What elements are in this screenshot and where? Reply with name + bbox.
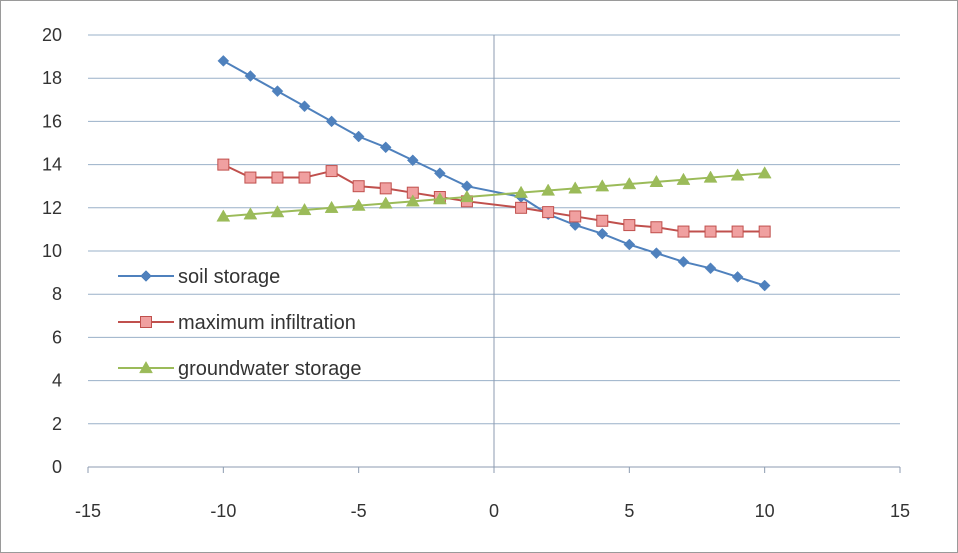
legend-marker-0 [140, 270, 152, 282]
data-point-s1-14 [623, 219, 636, 232]
data-point-s2-13 [595, 179, 610, 192]
y-tick-label-14: 14 [42, 155, 62, 175]
data-point-s2-14 [622, 177, 637, 190]
x-tick-label-15: 15 [890, 501, 910, 521]
data-point-s1-5 [352, 180, 365, 193]
data-point-s0-14 [623, 238, 636, 251]
x-tick-label-10: 10 [755, 501, 775, 521]
data-point-s2-0 [216, 209, 231, 222]
data-point-s1-18 [731, 225, 744, 238]
x-tick-label-5: 5 [624, 501, 634, 521]
data-point-s0-18 [731, 271, 744, 283]
data-point-s1-19 [758, 225, 771, 238]
data-point-s0-2 [271, 85, 284, 98]
y-tick-label-4: 4 [52, 371, 62, 391]
data-point-s0-0 [217, 55, 230, 67]
data-point-s2-2 [270, 205, 285, 218]
y-tick-label-18: 18 [42, 68, 62, 88]
data-point-s0-16 [677, 255, 690, 268]
data-point-s2-10 [514, 185, 528, 198]
data-point-s0-17 [704, 262, 717, 275]
y-tick-label-2: 2 [52, 414, 62, 434]
legend-marker-1 [140, 316, 152, 328]
data-point-s2-1 [243, 207, 258, 220]
legend-label-2: groundwater storage [178, 358, 361, 380]
data-point-s2-15 [649, 174, 664, 188]
legend-marker-2 [139, 360, 153, 374]
data-point-s1-6 [379, 182, 392, 195]
data-point-s2-7 [405, 194, 420, 207]
data-point-s0-4 [325, 115, 338, 128]
y-tick-label-6: 6 [52, 327, 62, 347]
y-tick-label-0: 0 [52, 457, 62, 477]
data-point-s2-12 [568, 181, 583, 194]
data-point-s1-4 [325, 165, 338, 178]
data-point-s0-7 [406, 154, 419, 167]
data-point-s2-16 [676, 172, 691, 185]
data-point-s1-11 [542, 206, 555, 219]
data-point-s1-16 [677, 225, 690, 238]
data-point-s2-8 [432, 192, 447, 205]
data-point-s1-10 [515, 201, 528, 214]
data-point-s0-1 [244, 70, 257, 82]
data-point-s2-11 [541, 183, 556, 196]
x-tick-label-0: 0 [489, 501, 499, 521]
data-point-s0-19 [758, 279, 771, 292]
data-point-s1-12 [569, 210, 582, 223]
y-tick-label-20: 20 [42, 25, 62, 45]
data-point-s2-4 [324, 200, 339, 213]
data-point-s0-8 [434, 167, 446, 180]
data-point-s1-2 [271, 171, 284, 184]
x-tick-label--10: -10 [210, 501, 236, 521]
data-point-s2-3 [297, 202, 312, 216]
y-tick-label-16: 16 [42, 111, 62, 131]
data-point-s2-17 [703, 170, 718, 183]
data-point-s0-13 [596, 227, 609, 240]
data-point-s0-5 [352, 130, 365, 143]
legend-label-1: maximum infiltration [178, 312, 356, 334]
data-point-s1-3 [298, 171, 311, 184]
data-point-s0-3 [298, 100, 311, 113]
data-point-s2-9 [460, 189, 474, 203]
data-point-s1-0 [217, 158, 230, 171]
data-point-s2-6 [378, 196, 393, 209]
series-line-0 [222, 60, 765, 287]
y-tick-label-8: 8 [52, 284, 62, 304]
data-point-s2-19 [757, 166, 772, 179]
data-point-s0-6 [379, 141, 392, 154]
data-point-s2-18 [730, 168, 745, 181]
x-tick-label--15: -15 [75, 501, 101, 521]
legend-label-0: soil storage [178, 266, 280, 288]
y-tick-label-12: 12 [42, 198, 62, 218]
y-tick-label-10: 10 [42, 241, 62, 261]
series-line-2 [223, 172, 765, 218]
data-point-s2-5 [351, 198, 366, 211]
data-point-s0-15 [650, 247, 663, 260]
data-point-s1-15 [650, 221, 663, 234]
data-point-s1-1 [244, 171, 257, 184]
data-point-s1-13 [596, 214, 609, 227]
data-point-s1-17 [704, 225, 717, 238]
x-tick-label--5: -5 [351, 501, 367, 521]
